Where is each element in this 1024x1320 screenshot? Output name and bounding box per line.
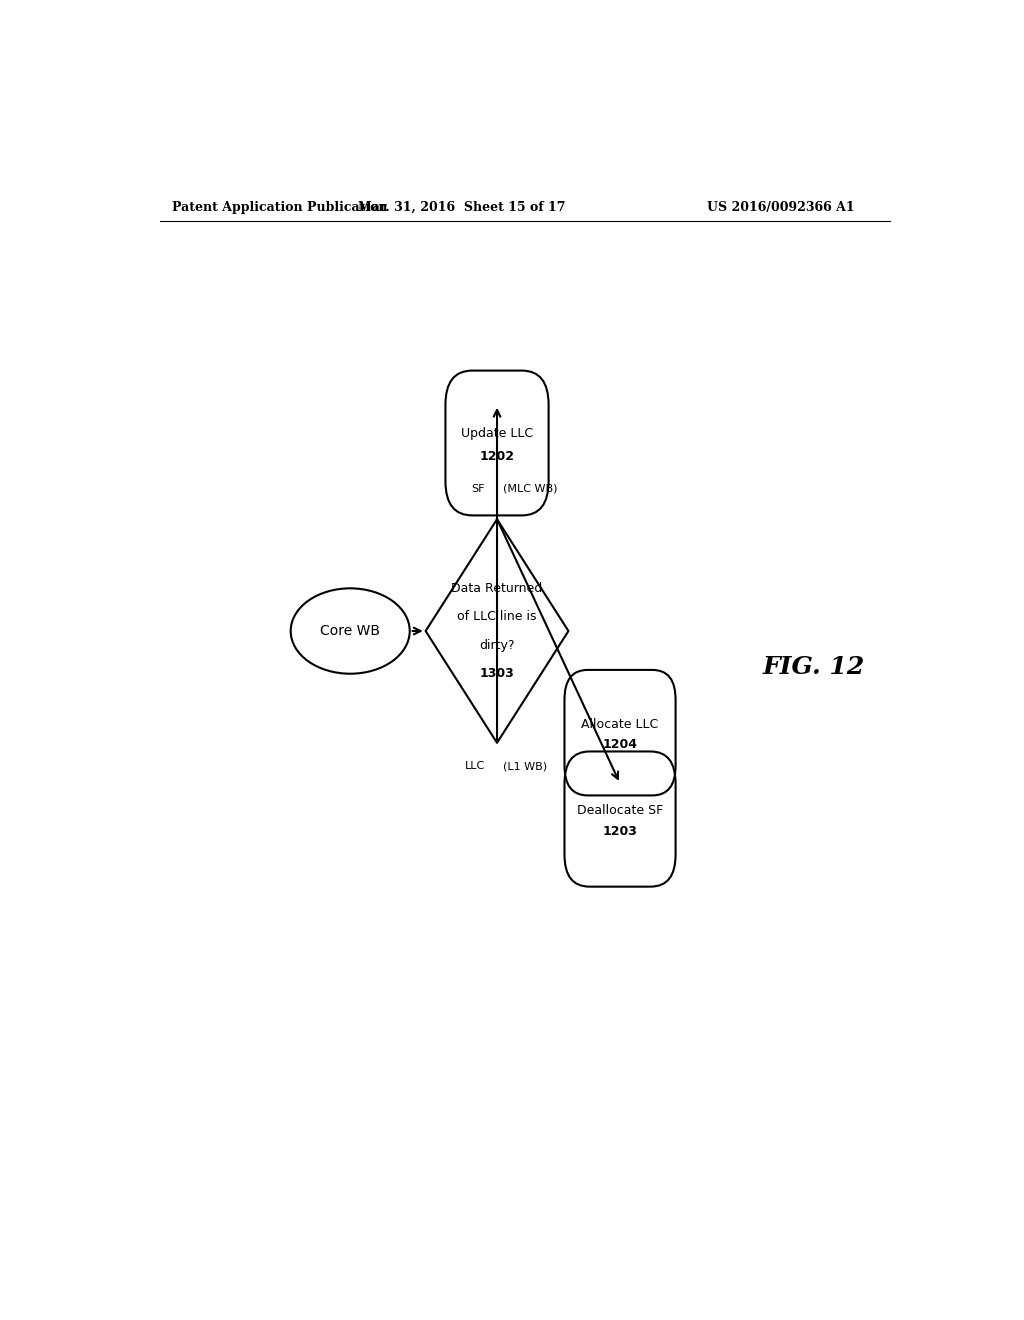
Text: LLC: LLC (465, 762, 485, 771)
Text: Mar. 31, 2016  Sheet 15 of 17: Mar. 31, 2016 Sheet 15 of 17 (357, 201, 565, 214)
Text: Update LLC: Update LLC (461, 428, 534, 441)
Text: Patent Application Publication: Patent Application Publication (172, 201, 387, 214)
Text: US 2016/0092366 A1: US 2016/0092366 A1 (708, 201, 855, 214)
Text: FIG. 12: FIG. 12 (763, 655, 865, 678)
Text: Allocate LLC: Allocate LLC (582, 718, 658, 731)
Text: (MLC WB): (MLC WB) (504, 484, 558, 494)
Text: Core WB: Core WB (321, 624, 380, 638)
Text: Deallocate SF: Deallocate SF (577, 804, 664, 817)
Text: dirty?: dirty? (479, 639, 515, 652)
Text: (L1 WB): (L1 WB) (504, 762, 548, 771)
Text: 1204: 1204 (602, 738, 638, 751)
Text: 1203: 1203 (602, 825, 638, 838)
Text: 1202: 1202 (479, 450, 514, 463)
Text: of LLC line is: of LLC line is (458, 610, 537, 623)
Text: Data Returned: Data Returned (452, 582, 543, 595)
Text: 1303: 1303 (479, 667, 514, 680)
Text: SF: SF (472, 484, 485, 494)
